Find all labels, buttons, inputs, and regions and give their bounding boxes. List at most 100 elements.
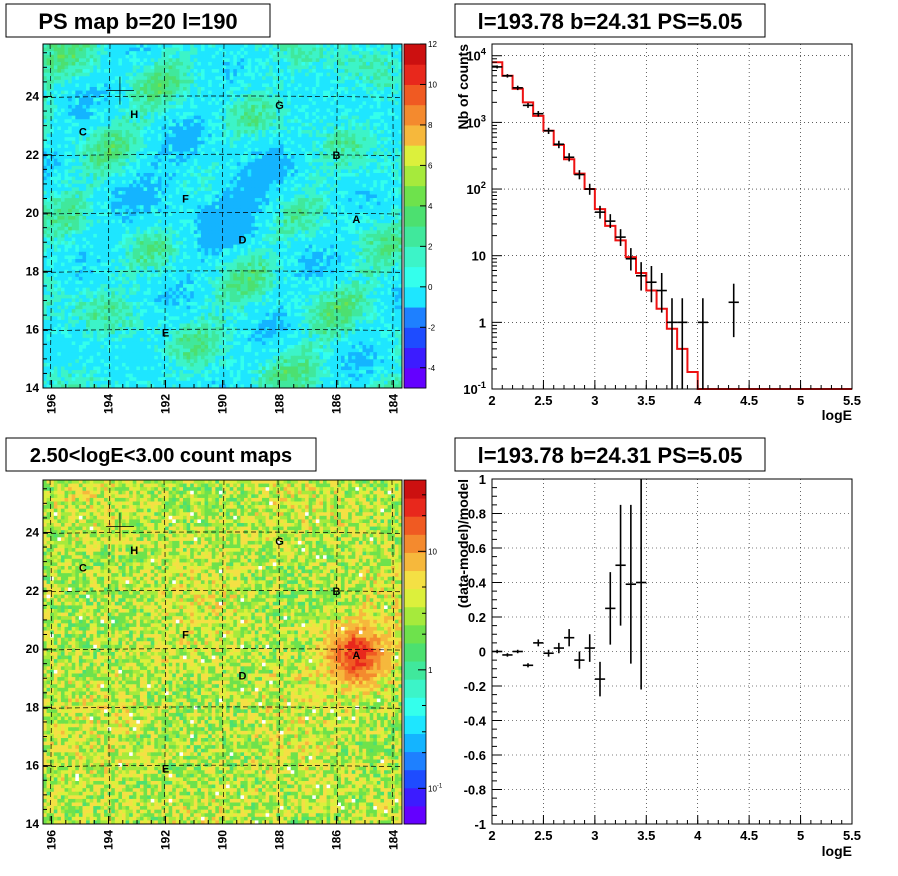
ps-map-cell: [118, 169, 123, 174]
ps-map-cell: [82, 112, 87, 117]
ps-map-cell: [96, 205, 101, 210]
ps-map-cell: [157, 212, 162, 217]
ps-map-cell: [330, 72, 335, 77]
ps-map-cell: [279, 90, 284, 95]
ps-map-cell: [68, 69, 73, 74]
ps-map-cell: [326, 212, 331, 217]
ps-map-cell: [121, 201, 126, 206]
ps-map-cell: [340, 201, 345, 206]
ps-map-cell: [211, 115, 216, 120]
ps-map-cell: [175, 137, 180, 142]
ps-map-cell: [96, 180, 101, 185]
ps-map-cell: [233, 158, 238, 163]
ps-map-cell: [132, 72, 137, 77]
ps-map-cell: [136, 65, 141, 70]
ps-map-cell: [297, 101, 302, 106]
ps-map-cell: [125, 119, 130, 124]
ps-map-cell: [68, 158, 73, 163]
ps-map-cell: [308, 147, 313, 152]
ps-map-cell: [319, 44, 324, 48]
ps-map-cell: [233, 201, 238, 206]
ps-map-cell: [344, 58, 349, 63]
ps-map-cell: [333, 147, 338, 152]
ps-map-cell: [132, 90, 137, 95]
ps-map-cell: [272, 61, 277, 66]
ps-map-cell: [60, 219, 65, 224]
ps-map-cell: [50, 126, 55, 131]
ps-map-cell: [46, 194, 51, 199]
ps-map-cell: [136, 87, 141, 91]
ps-map-cell: [96, 90, 101, 95]
ps-map-cell: [211, 173, 216, 177]
ps-map-cell: [251, 173, 256, 177]
ps-map-cell: [193, 58, 198, 63]
ps-map-cell: [301, 176, 306, 181]
ps-map-cell: [265, 144, 270, 149]
ps-map-cell: [68, 137, 73, 142]
ps-map-cell: [366, 76, 371, 81]
ps-map-cell: [247, 108, 252, 113]
ps-map-cell: [340, 162, 345, 167]
ps-map-cell: [132, 173, 137, 177]
ps-map-cell: [46, 83, 51, 88]
ps-map-cell: [276, 122, 281, 127]
ps-map-cell: [75, 151, 80, 156]
ps-map-cell: [337, 155, 342, 160]
ps-map-cell: [222, 180, 227, 185]
ps-map-cell: [315, 122, 320, 127]
ps-map-cell: [279, 173, 284, 177]
ps-map-cell: [183, 169, 187, 174]
ps-map-cell: [337, 133, 342, 138]
ps-map-cell: [186, 151, 191, 156]
ps-map-cell: [261, 158, 266, 163]
ps-map-cell: [337, 72, 342, 77]
ps-map-cell: [114, 208, 119, 213]
ps-map-cell: [387, 173, 392, 177]
ps-map-cell: [326, 198, 331, 203]
ps-map-cell: [104, 101, 109, 106]
ps-map-cell: [186, 162, 191, 167]
ps-map-cell: [362, 201, 367, 206]
ps-map-cell: [111, 198, 116, 203]
ps-map-cell: [254, 108, 259, 113]
ps-map-cell: [96, 130, 101, 134]
ps-map-cell: [93, 147, 98, 152]
ps-map-cell: [294, 101, 299, 106]
ps-map-cell: [247, 133, 252, 138]
ps-map-cell: [283, 147, 288, 152]
ps-map-cell: [380, 155, 385, 160]
ps-map-cell: [71, 198, 76, 203]
ps-map-cell: [398, 101, 403, 106]
ps-map-cell: [121, 122, 126, 127]
ps-map-cell: [157, 216, 162, 220]
ps-map-cell: [315, 169, 320, 174]
ps-map-cell: [254, 69, 259, 74]
ps-map-cell: [78, 126, 83, 131]
ps-map-cell: [384, 130, 389, 134]
ps-map-cell: [147, 44, 152, 48]
ps-map-cell: [373, 205, 378, 210]
ps-map-cell: [179, 104, 184, 109]
ps-map-cell: [265, 198, 270, 203]
ps-map-cell: [150, 151, 155, 156]
ps-map-cell: [373, 112, 378, 117]
ps-map-cell: [60, 165, 65, 170]
ps-map-cell: [398, 61, 403, 66]
ps-map-cell: [380, 115, 385, 120]
ps-map-cell: [326, 65, 331, 70]
ps-map-cell: [394, 112, 399, 117]
ps-map-cell: [344, 147, 349, 152]
ps-map-cell: [154, 140, 159, 145]
ps-map-cell: [57, 162, 62, 167]
ps-map-cell: [57, 94, 62, 99]
ps-map-cell: [197, 47, 202, 52]
ps-map-cell: [305, 79, 310, 84]
ps-map-cell: [366, 165, 371, 170]
ps-map-cell: [358, 58, 363, 63]
ps-map-cell: [190, 219, 195, 224]
ps-map-cell: [276, 90, 281, 95]
ps-map-cell: [75, 133, 80, 138]
ps-map-cell: [86, 133, 91, 138]
ps-map-cell: [200, 216, 205, 220]
ps-map-cell: [150, 180, 155, 185]
